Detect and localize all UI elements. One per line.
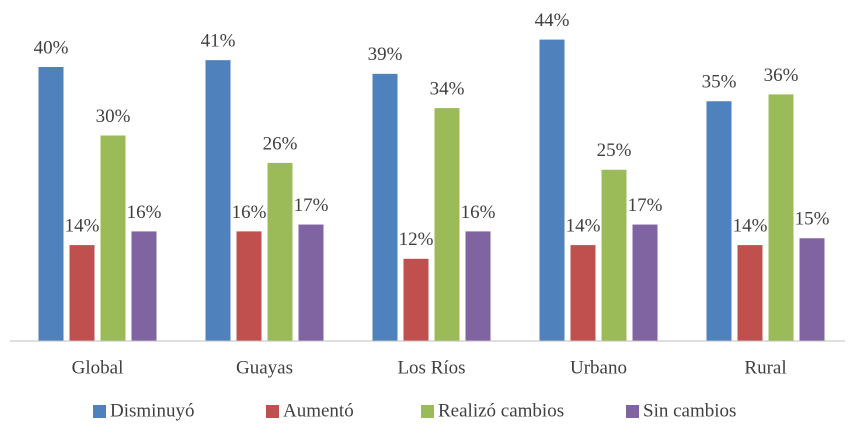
x-tick-label: Urbano (570, 357, 627, 378)
data-label: 44% (535, 10, 570, 31)
legend-swatch (421, 405, 434, 418)
data-label: 16% (232, 202, 267, 223)
data-label: 12% (399, 229, 434, 250)
bar (131, 231, 157, 341)
data-label: 41% (201, 31, 236, 52)
data-label: 14% (733, 215, 768, 236)
bar (706, 101, 732, 341)
bar (403, 258, 429, 341)
bar (465, 231, 491, 341)
legend-label: Disminuyó (110, 400, 194, 421)
bar (768, 94, 794, 342)
bar (799, 238, 825, 341)
bar (298, 224, 324, 341)
data-label: 16% (127, 202, 162, 223)
legend-label: Realizó cambios (438, 400, 564, 421)
legend-swatch (266, 405, 279, 418)
x-tick-label: Los Ríos (397, 357, 465, 378)
bar (69, 245, 95, 341)
bar (267, 162, 293, 341)
data-label: 15% (795, 209, 830, 230)
legend-swatch (626, 405, 639, 418)
bar (737, 245, 763, 341)
data-label: 40% (34, 37, 69, 58)
bar (632, 224, 658, 341)
bar (539, 39, 565, 341)
bar (372, 73, 398, 341)
legend-swatch (93, 405, 106, 418)
data-label: 14% (65, 215, 100, 236)
x-tick-label: Guayas (236, 357, 293, 378)
bar (236, 231, 262, 341)
data-label: 36% (764, 65, 799, 86)
bar (38, 67, 64, 341)
data-label: 39% (368, 44, 403, 65)
data-label: 17% (628, 195, 663, 216)
data-label: 25% (597, 140, 632, 161)
bar (434, 108, 460, 341)
bar (570, 245, 596, 341)
data-label: 17% (294, 195, 329, 216)
data-label: 30% (96, 106, 131, 127)
bar (601, 169, 627, 341)
data-label: 16% (461, 202, 496, 223)
legend-label: Aumentó (283, 400, 354, 421)
data-label: 26% (263, 133, 298, 154)
data-label: 34% (430, 78, 465, 99)
bar (205, 60, 231, 342)
x-tick-label: Rural (744, 357, 786, 378)
data-label: 35% (702, 72, 737, 93)
legend-label: Sin cambios (643, 400, 736, 421)
x-tick-label: Global (72, 357, 124, 378)
bar (100, 135, 126, 341)
data-label: 14% (566, 215, 601, 236)
